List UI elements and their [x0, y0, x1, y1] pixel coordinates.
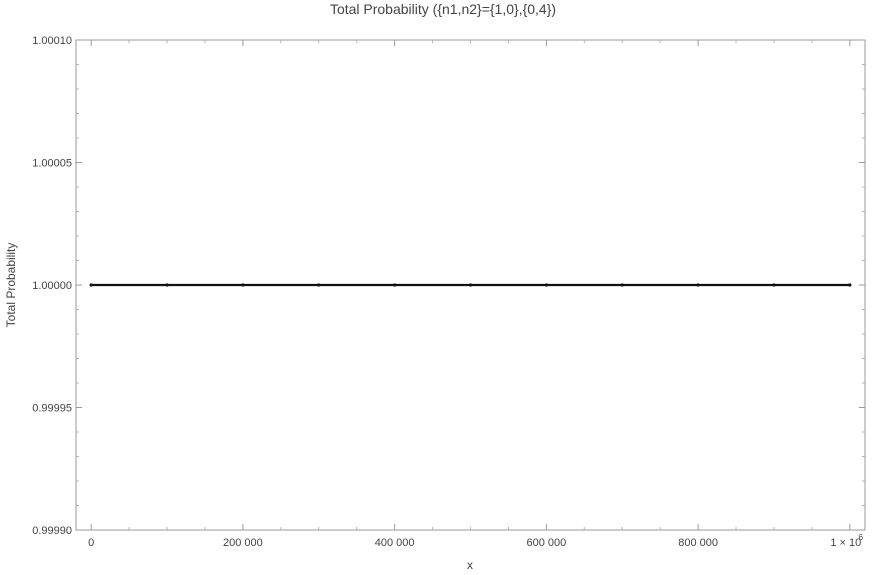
data-point: [620, 283, 624, 287]
y-tick-label: 1.00010: [32, 35, 72, 47]
data-point: [468, 283, 473, 287]
data-point: [544, 283, 548, 287]
x-tick-label: 200 000: [223, 537, 263, 549]
y-axis-label: Total Probability: [4, 243, 18, 328]
y-tick-label: 0.99995: [32, 403, 72, 415]
x-tick-label: 600 000: [526, 537, 566, 549]
data-point: [848, 283, 852, 287]
x-tick-exponent: 6: [859, 533, 864, 542]
x-tick-label: 1 × 10: [830, 537, 861, 549]
series-group: [89, 283, 852, 287]
x-tick-label: 0: [88, 537, 94, 549]
data-point: [165, 283, 169, 287]
data-point: [696, 283, 700, 287]
y-tick-label: 1.00005: [32, 158, 72, 170]
data-point: [317, 283, 321, 287]
y-tick-label: 0.99990: [32, 525, 72, 537]
data-point: [89, 283, 93, 287]
data-point: [393, 283, 397, 287]
x-axis-label: x: [467, 558, 473, 572]
x-tick-label: 400 000: [375, 537, 415, 549]
x-tick-label: 800 000: [678, 537, 718, 549]
axis-ticks: [76, 39, 865, 531]
axis-tick-labels: 0 200 000 400 000 600 000 800 000 1 × 106 0.99…: [32, 35, 863, 549]
data-point: [772, 283, 776, 287]
data-point: [241, 283, 245, 287]
y-tick-label: 1.00000: [32, 280, 72, 292]
chart-title: Total Probability ({n1,n2}={1,0},{0,4}): [330, 1, 556, 17]
